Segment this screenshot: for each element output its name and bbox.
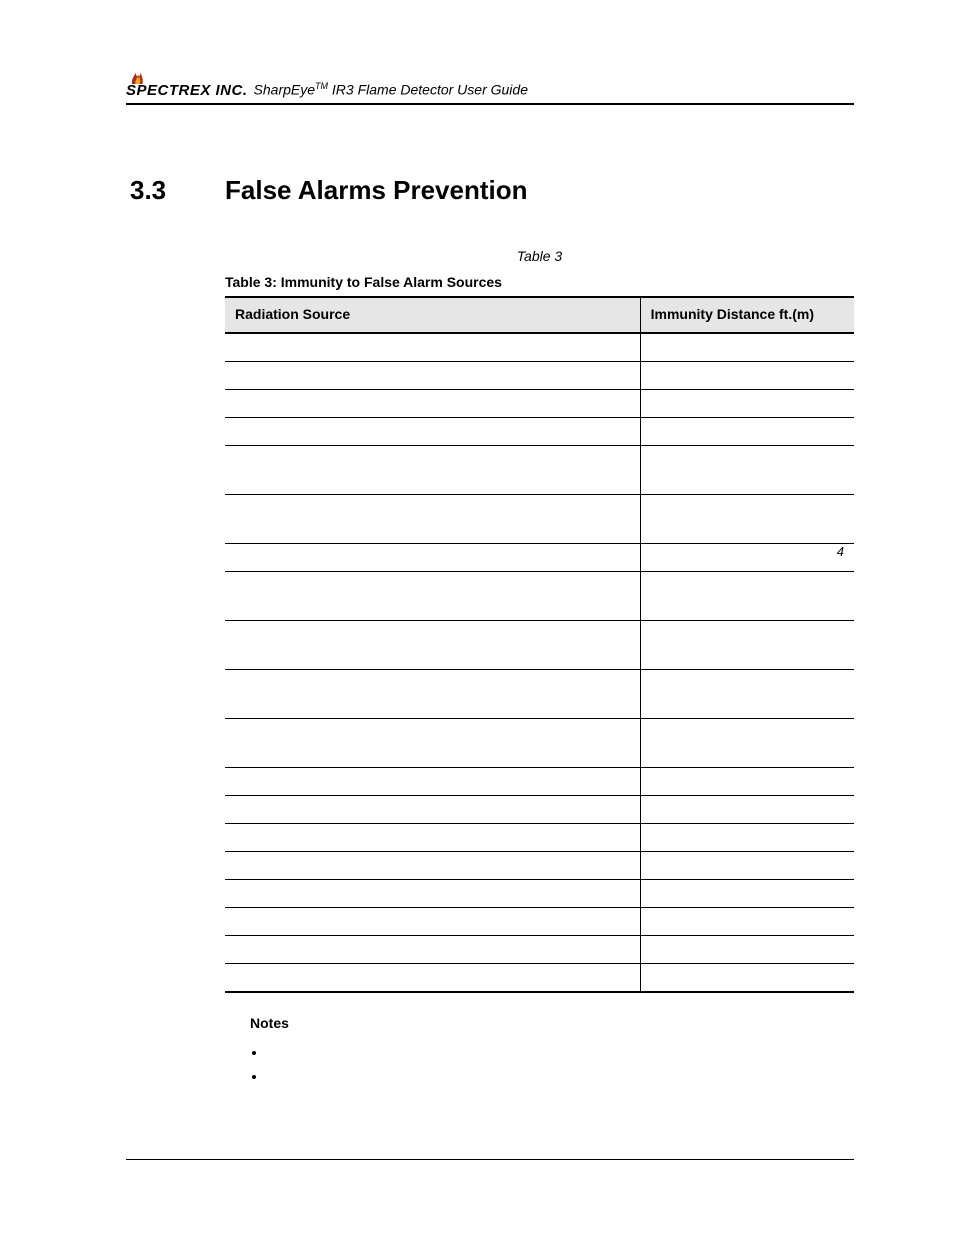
- table-row: [225, 852, 854, 880]
- cell-source: [225, 333, 640, 362]
- table-row: [225, 719, 854, 768]
- cell-distance: [640, 390, 854, 418]
- cell-distance: [640, 796, 854, 824]
- table-row: [225, 796, 854, 824]
- trademark: TM: [315, 81, 328, 91]
- table-row: [225, 621, 854, 670]
- cell-distance: [640, 852, 854, 880]
- table-row: [225, 880, 854, 908]
- cell-distance: [640, 964, 854, 993]
- section-heading: 3.3 False Alarms Prevention: [130, 175, 864, 206]
- table-body: 4: [225, 333, 854, 992]
- cell-source: [225, 796, 640, 824]
- cell-source: [225, 362, 640, 390]
- cell-distance: [640, 768, 854, 796]
- table-row: [225, 390, 854, 418]
- brand-text: SPECTREX INC.: [126, 82, 248, 99]
- cell-distance: [640, 908, 854, 936]
- cell-source: [225, 446, 640, 495]
- page-header: SPECTREX INC. SharpEyeTM IR3 Flame Detec…: [126, 70, 854, 105]
- note-item: [267, 1069, 854, 1089]
- notes-heading: Notes: [250, 1015, 854, 1031]
- cell-distance: [640, 880, 854, 908]
- cell-source: [225, 544, 640, 572]
- product-name: SharpEye: [254, 82, 315, 98]
- table-row: 4: [225, 544, 854, 572]
- table-caption-ref: Table 3: [225, 248, 854, 264]
- cell-source: [225, 964, 640, 993]
- cell-source: [225, 824, 640, 852]
- table-row: [225, 908, 854, 936]
- cell-distance: [640, 572, 854, 621]
- table-row: [225, 446, 854, 495]
- col-header-distance: Immunity Distance ft.(m): [640, 297, 854, 333]
- cell-distance: [640, 824, 854, 852]
- cell-source: [225, 936, 640, 964]
- cell-distance: [640, 362, 854, 390]
- table-header-row: Radiation Source Immunity Distance ft.(m…: [225, 297, 854, 333]
- brand-logo: SPECTREX INC.: [126, 70, 248, 99]
- table-row: [225, 572, 854, 621]
- table-row: [225, 824, 854, 852]
- section-number: 3.3: [130, 175, 225, 206]
- cell-distance: [640, 495, 854, 544]
- table-row: [225, 333, 854, 362]
- table-area: Table 3 Table 3: Immunity to False Alarm…: [225, 248, 854, 1089]
- cell-source: [225, 495, 640, 544]
- doc-title-rest: IR3 Flame Detector User Guide: [328, 82, 528, 98]
- cell-source: [225, 852, 640, 880]
- table-row: [225, 495, 854, 544]
- table-row: [225, 362, 854, 390]
- cell-distance: [640, 670, 854, 719]
- table-row: [225, 936, 854, 964]
- immunity-table: Radiation Source Immunity Distance ft.(m…: [225, 296, 854, 993]
- table-caption: Table 3: Immunity to False Alarm Sources: [225, 274, 854, 290]
- cell-source: [225, 880, 640, 908]
- cell-source: [225, 390, 640, 418]
- notes-list: [225, 1045, 854, 1089]
- cell-distance: [640, 621, 854, 670]
- cell-distance: [640, 418, 854, 446]
- cell-distance: [640, 719, 854, 768]
- cell-source: [225, 418, 640, 446]
- cell-source: [225, 621, 640, 670]
- cell-distance: [640, 333, 854, 362]
- cell-distance: [640, 446, 854, 495]
- col-header-source: Radiation Source: [225, 297, 640, 333]
- cell-source: [225, 670, 640, 719]
- table-row: [225, 768, 854, 796]
- cell-distance: [640, 936, 854, 964]
- page: SPECTREX INC. SharpEyeTM IR3 Flame Detec…: [0, 0, 954, 1235]
- table-row: [225, 670, 854, 719]
- footer-rule: [126, 1159, 854, 1160]
- section-title: False Alarms Prevention: [225, 175, 528, 206]
- doc-title: SharpEyeTM IR3 Flame Detector User Guide: [254, 81, 528, 99]
- cell-distance: 4: [640, 544, 854, 572]
- cell-source: [225, 768, 640, 796]
- table-row: [225, 418, 854, 446]
- cell-source: [225, 908, 640, 936]
- note-item: [267, 1045, 854, 1065]
- table-row: [225, 964, 854, 993]
- cell-source: [225, 572, 640, 621]
- cell-source: [225, 719, 640, 768]
